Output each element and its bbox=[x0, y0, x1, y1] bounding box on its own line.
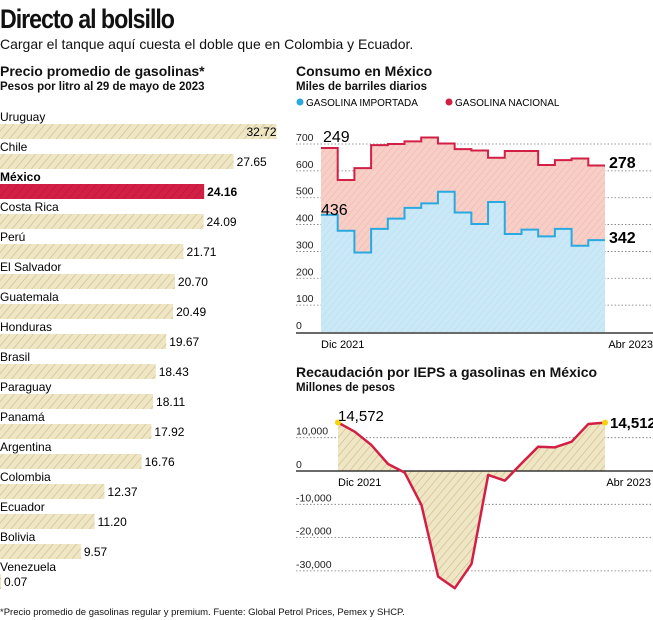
bar-value-label: 18.11 bbox=[156, 395, 185, 409]
bar-value-label: 16.76 bbox=[145, 455, 175, 469]
bar-category-label: México bbox=[0, 170, 41, 184]
bar-brasil bbox=[0, 364, 156, 379]
bar-bolivia bbox=[0, 544, 81, 559]
consumo-chart: 0 100 200 300 400 500 600 700 bbox=[296, 132, 653, 334]
bar-value-label: 17.92 bbox=[154, 425, 184, 439]
y-tick-label: -20,000 bbox=[296, 526, 332, 538]
bar-chart-subtitle: Pesos por litro al 29 de mayo de 2023 bbox=[0, 81, 205, 93]
ieps-x-end: Abr 2023 bbox=[606, 477, 651, 489]
area-ieps bbox=[338, 422, 605, 589]
bar-méxico bbox=[0, 184, 205, 199]
bar-category-label: Paraguay bbox=[0, 380, 51, 394]
bar-value-label: 0.07 bbox=[4, 575, 28, 589]
consumo-x-start: Dic 2021 bbox=[321, 339, 364, 351]
annotation-nacional-end: 278 bbox=[609, 155, 636, 172]
bar-uruguay bbox=[0, 124, 277, 139]
bar-guatemala bbox=[0, 304, 174, 319]
y-tick-label: 200 bbox=[296, 266, 314, 278]
bar-category-label: Bolivia bbox=[0, 530, 36, 544]
bar-venezuela bbox=[0, 574, 1, 589]
bar-category-label: Ecuador bbox=[0, 500, 45, 514]
bar-category-label: Costa Rica bbox=[0, 200, 59, 214]
ieps-subtitle: Millones de pesos bbox=[296, 382, 396, 394]
bar-panamá bbox=[0, 424, 152, 439]
page-subtitle: Cargar el tanque aquí cuesta el doble qu… bbox=[0, 36, 414, 52]
bar-chile bbox=[0, 154, 234, 169]
y-tick-label: 300 bbox=[296, 239, 314, 251]
bar-category-label: Uruguay bbox=[0, 110, 45, 124]
bar-value-label: 20.49 bbox=[176, 305, 206, 319]
bar-value-label: 24.16 bbox=[207, 185, 237, 199]
bar-value-label: 9.57 bbox=[84, 545, 108, 559]
annotation-ieps-start: 14,572 bbox=[338, 408, 384, 425]
bar-perú bbox=[0, 244, 184, 259]
bar-argentina bbox=[0, 454, 142, 469]
bar-paraguay bbox=[0, 394, 154, 409]
y-tick-label: -10,000 bbox=[296, 492, 332, 504]
line-nacional bbox=[321, 136, 605, 181]
y-tick-label: 0 bbox=[296, 459, 302, 471]
y-tick-label: 0 bbox=[296, 320, 302, 332]
legend-nacional-label: GASOLINA NACIONAL bbox=[455, 98, 560, 109]
bar-value-label: 24.09 bbox=[207, 215, 237, 229]
bar-colombia bbox=[0, 484, 105, 499]
bar-chart-title: Precio promedio de gasolinas* bbox=[0, 63, 205, 79]
y-tick-label: 700 bbox=[296, 132, 314, 144]
bar-ecuador bbox=[0, 514, 95, 529]
bar-value-label: 20.70 bbox=[178, 275, 208, 289]
y-tick-label: 500 bbox=[296, 186, 314, 198]
bar-category-label: Colombia bbox=[0, 470, 51, 484]
footnote: *Precio promedio de gasolinas regular y … bbox=[0, 607, 405, 618]
bar-costa-rica bbox=[0, 214, 204, 229]
consumo-x-end: Abr 2023 bbox=[608, 339, 653, 351]
consumo-subtitle: Miles de barriles diarios bbox=[296, 81, 428, 93]
bar-category-label: Chile bbox=[0, 140, 28, 154]
legend-nacional-marker bbox=[445, 98, 453, 106]
bar-value-label: 11.20 bbox=[98, 515, 127, 529]
ieps-title: Recaudación por IEPS a gasolinas en Méxi… bbox=[296, 364, 598, 380]
end-marker bbox=[602, 419, 608, 426]
annotation-importada-end: 342 bbox=[609, 230, 636, 247]
start-marker bbox=[335, 419, 341, 426]
bar-el-salvador bbox=[0, 274, 175, 289]
bar-category-label: Venezuela bbox=[0, 560, 56, 574]
bar-value-label: 32.72 bbox=[246, 125, 276, 139]
bar-category-label: Guatemala bbox=[0, 290, 59, 304]
annotation-ieps-end: 14,512 bbox=[610, 415, 653, 432]
annotation-importada-start: 436 bbox=[321, 202, 348, 219]
bar-value-label: 19.67 bbox=[169, 335, 199, 349]
area-importada bbox=[321, 191, 605, 332]
line-importada bbox=[321, 190, 605, 254]
consumo-title: Consumo en México bbox=[296, 63, 433, 79]
bar-category-label: El Salvador bbox=[0, 260, 61, 274]
y-tick-label: -30,000 bbox=[296, 559, 332, 571]
y-tick-label: 400 bbox=[296, 213, 314, 225]
bar-category-label: Panamá bbox=[0, 410, 45, 424]
bar-honduras bbox=[0, 334, 167, 349]
y-tick-label: 600 bbox=[296, 159, 314, 171]
bar-category-label: Perú bbox=[0, 230, 25, 244]
page-title: Directo al bolsillo bbox=[0, 4, 175, 34]
y-tick-label: 100 bbox=[296, 293, 314, 305]
line-ieps bbox=[337, 421, 606, 590]
bar-value-label: 27.65 bbox=[237, 155, 267, 169]
bar-value-label: 21.71 bbox=[186, 245, 216, 259]
y-tick-label: 10,000 bbox=[296, 426, 328, 438]
bar-chart: Uruguay 32.72 Chile 27.65 México 24.16 Costa R… bbox=[0, 110, 277, 589]
legend-importada-label: GASOLINA IMPORTADA bbox=[306, 98, 418, 109]
ieps-x-start: Dic 2021 bbox=[338, 477, 381, 489]
bar-category-label: Argentina bbox=[0, 440, 52, 454]
bar-category-label: Honduras bbox=[0, 320, 52, 334]
bar-value-label: 18.43 bbox=[159, 365, 189, 379]
bar-value-label: 12.37 bbox=[108, 485, 138, 499]
legend-importada-marker bbox=[296, 98, 304, 106]
ieps-chart: 10,000 0 -10,000 -20,000 -30,000 bbox=[296, 419, 653, 590]
bar-category-label: Brasil bbox=[0, 350, 30, 364]
annotation-nacional-start: 249 bbox=[323, 129, 350, 146]
